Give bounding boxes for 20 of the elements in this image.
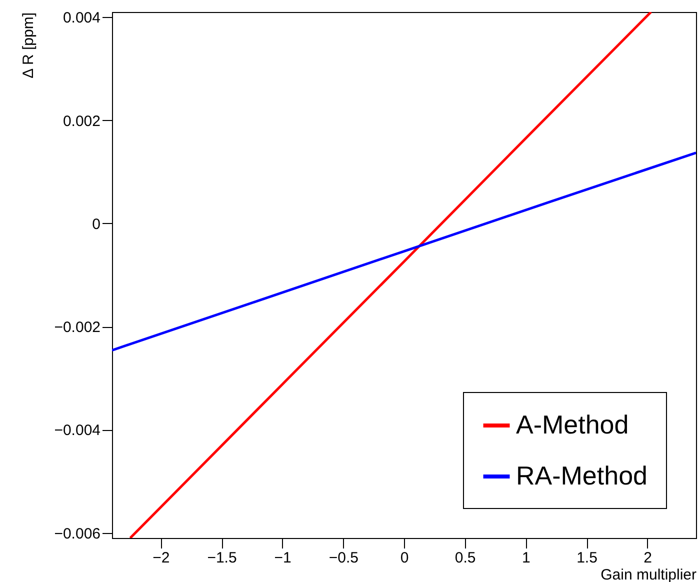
- x-tick-label: 0.5: [454, 550, 476, 566]
- x-tick-label: −2: [152, 550, 170, 566]
- legend-label: A-Method: [516, 410, 629, 440]
- y-tick-label: 0.002: [62, 112, 100, 130]
- x-tick-label: 2: [644, 550, 652, 566]
- y-tick-label: 0.004: [62, 10, 100, 27]
- x-tick-label: −0.5: [328, 550, 358, 566]
- x-tick-label: 1: [522, 550, 530, 566]
- line-series: [112, 152, 696, 352]
- x-tick-label: −1.5: [207, 550, 237, 566]
- y-axis-title: Δ R [ppm]: [20, 12, 38, 78]
- legend-label: RA-Method: [516, 460, 648, 490]
- y-tick-label: −0.002: [54, 319, 100, 336]
- y-tick-label: −0.006: [54, 525, 100, 542]
- x-tick-label: 1.5: [576, 550, 598, 566]
- y-tick-label: −0.004: [54, 422, 100, 440]
- line-series: [129, 12, 652, 538]
- y-tick-label: 0: [92, 216, 100, 233]
- x-tick-label: −1: [274, 550, 292, 566]
- x-tick-label: 0: [400, 550, 409, 566]
